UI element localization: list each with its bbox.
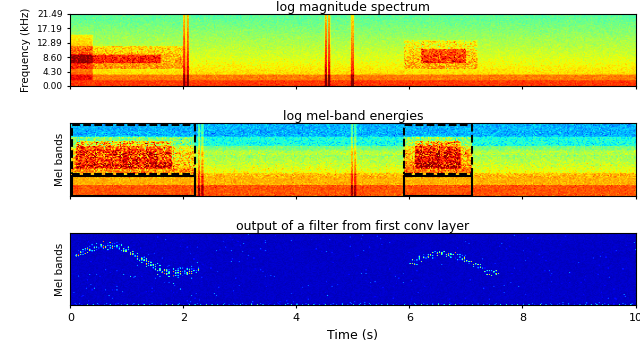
Title: log mel-band energies: log mel-band energies <box>283 110 423 124</box>
Y-axis label: Mel bands: Mel bands <box>55 133 65 186</box>
Bar <box>72 125 195 174</box>
Y-axis label: Frequency (kHz): Frequency (kHz) <box>21 8 31 92</box>
Title: log magnitude spectrum: log magnitude spectrum <box>276 1 430 14</box>
Bar <box>404 125 472 174</box>
Bar <box>404 176 472 196</box>
X-axis label: Time (s): Time (s) <box>328 328 378 342</box>
Y-axis label: Mel bands: Mel bands <box>55 243 65 296</box>
Bar <box>72 176 195 196</box>
Title: output of a filter from first conv layer: output of a filter from first conv layer <box>236 220 470 233</box>
